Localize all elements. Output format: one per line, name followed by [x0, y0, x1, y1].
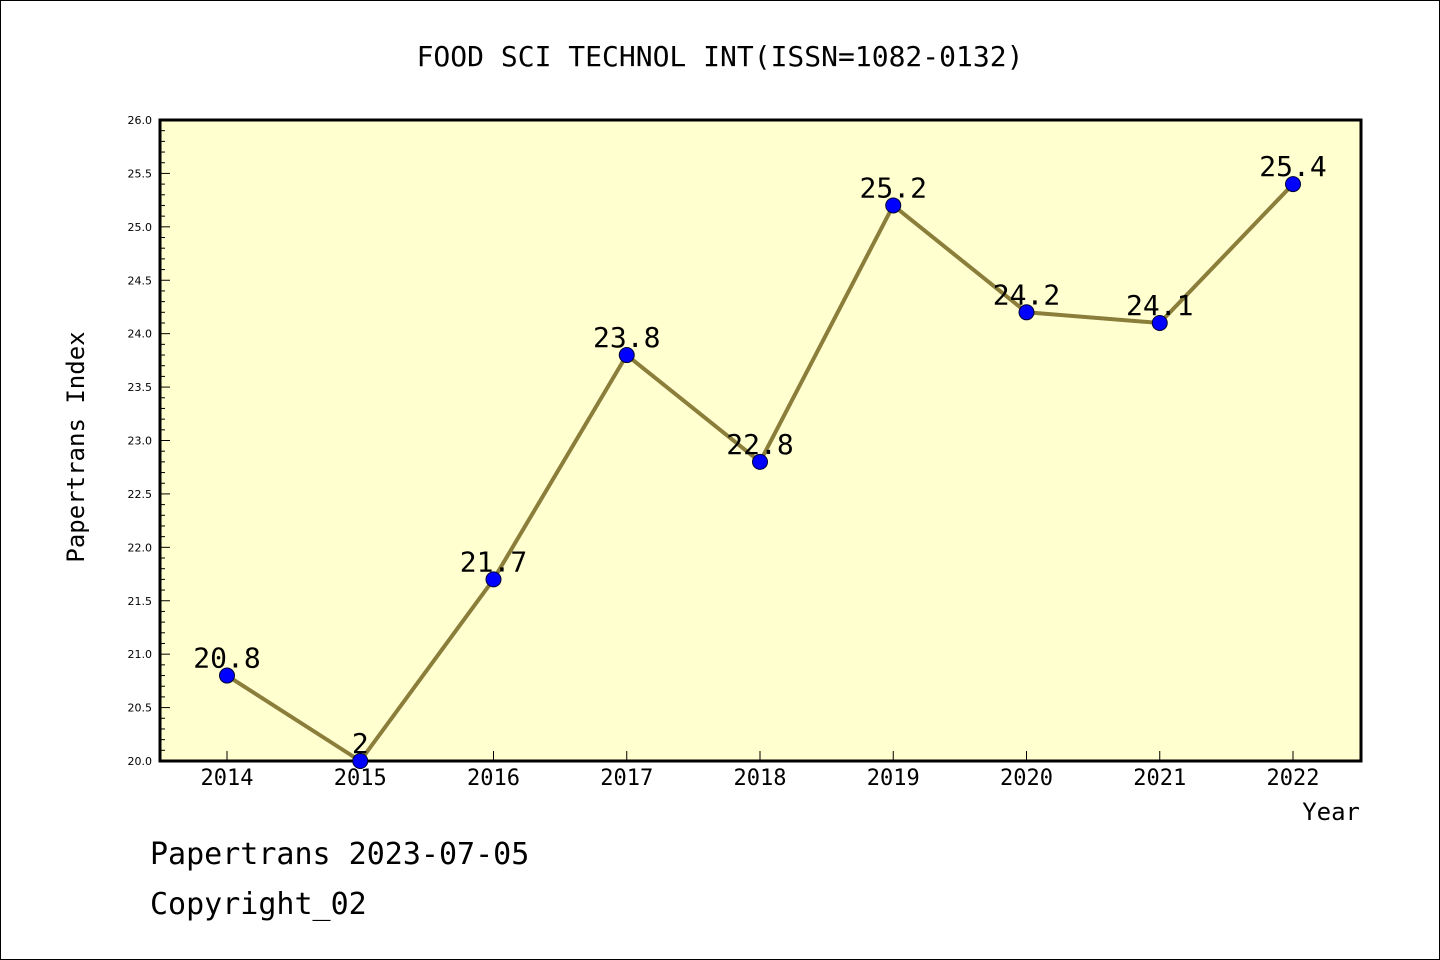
y-tick-label: 23.0: [128, 435, 153, 448]
x-tick-label: 2022: [1267, 766, 1320, 791]
chart-title: FOOD SCI TECHNOL INT(ISSN=1082-0132): [417, 40, 1024, 73]
footer-copyright: Copyright_02: [150, 887, 367, 922]
data-point: [885, 197, 902, 214]
y-tick-label: 22.5: [128, 488, 153, 501]
y-tick-label: 21.0: [128, 648, 153, 661]
y-tick-label: 22.0: [128, 541, 153, 554]
x-tick-label: 2017: [600, 766, 653, 791]
x-tick-label: 2015: [334, 766, 387, 791]
data-label: 20.8: [193, 642, 260, 675]
data-point: [1151, 314, 1168, 331]
x-tick-label: 2016: [467, 766, 520, 791]
y-tick-label: 21.5: [128, 595, 153, 608]
footer-date: Papertrans 2023-07-05: [150, 837, 529, 872]
data-point: [219, 667, 235, 684]
x-axis: 2014 2015 2016 2017 2018 2019 2020 2021 2022: [201, 751, 1320, 791]
data-point: [1018, 304, 1035, 321]
data-label: 25.2: [860, 171, 927, 204]
x-tick-label: 2021: [1133, 766, 1186, 791]
data-label: 25.4: [1259, 150, 1326, 183]
x-tick-label: 2019: [867, 766, 920, 791]
data-label: 24.2: [993, 278, 1060, 311]
y-tick-label: 24.5: [128, 274, 153, 287]
data-label: 21.7: [460, 545, 527, 578]
data-label: 24.1: [1126, 289, 1193, 322]
data-label: 23.8: [593, 321, 660, 354]
y-axis: 20.0 20.5 21.0 21.5 22.0 22.5 23.0 23.5 24.0 24.5…: [128, 114, 170, 768]
y-tick-label: 24.0: [128, 328, 153, 341]
plot-area: [158, 118, 1363, 763]
y-tick-label: 25.0: [128, 221, 153, 234]
data-labels-group: 20.8 2 21.7 23.8 22.8 25.2 24.2 24.1 25.4: [193, 150, 1326, 760]
y-tick-label: 20.5: [128, 702, 153, 715]
x-tick-label: 2014: [201, 766, 254, 791]
y-tick-label: 23.5: [128, 381, 153, 394]
series-points-group: [219, 176, 1301, 769]
y-tick-label: 25.5: [128, 167, 153, 180]
data-point: [485, 571, 502, 588]
data-label: 2: [352, 727, 369, 760]
y-tick-label: 20.0: [128, 755, 153, 768]
data-point: [752, 453, 768, 470]
data-label: 22.8: [726, 428, 793, 461]
y-tick-label: 26.0: [128, 114, 153, 127]
data-point: [1285, 176, 1301, 193]
x-tick-label: 2020: [1000, 766, 1053, 791]
x-tick-label: 2018: [734, 766, 787, 791]
y-axis-label: Papertrans Index: [62, 331, 90, 562]
x-axis-label: Year: [1302, 798, 1360, 826]
data-point: [352, 753, 369, 769]
data-point: [618, 347, 635, 364]
